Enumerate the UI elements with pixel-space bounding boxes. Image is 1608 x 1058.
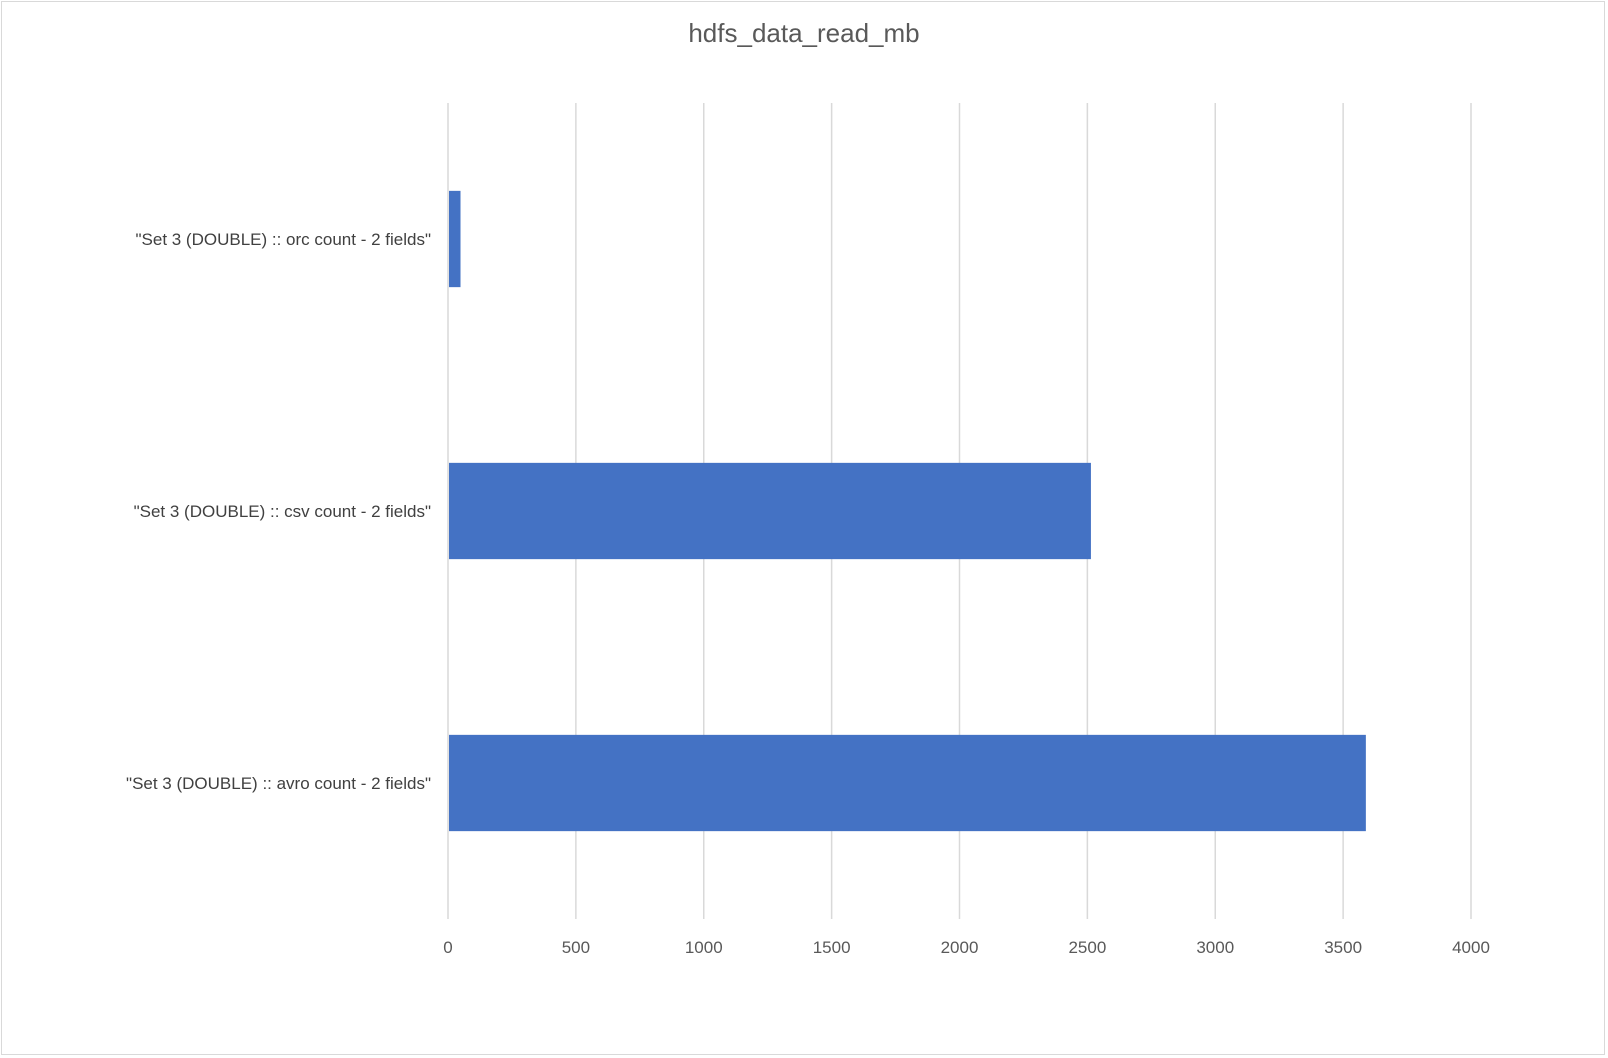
x-tick-label: 500 — [562, 938, 590, 957]
bar — [449, 734, 1366, 832]
x-tick-label: 0 — [443, 938, 452, 957]
category-label: "Set 3 (DOUBLE) :: csv count - 2 fields" — [134, 502, 431, 521]
category-label: "Set 3 (DOUBLE) :: avro count - 2 fields… — [126, 774, 431, 793]
x-tick-label: 3000 — [1196, 938, 1234, 957]
x-tick-label: 1500 — [813, 938, 851, 957]
category-label: "Set 3 (DOUBLE) :: orc count - 2 fields" — [135, 230, 431, 249]
x-tick-label: 4000 — [1452, 938, 1490, 957]
x-tick-label: 1000 — [685, 938, 723, 957]
x-tick-label: 2500 — [1068, 938, 1106, 957]
bars — [449, 190, 1366, 832]
category-labels: "Set 3 (DOUBLE) :: orc count - 2 fields"… — [126, 230, 431, 793]
x-tick-label: 2000 — [941, 938, 979, 957]
x-tick-label: 3500 — [1324, 938, 1362, 957]
bar — [449, 462, 1091, 560]
bar — [449, 190, 461, 288]
chart-title: hdfs_data_read_mb — [688, 18, 920, 48]
x-axis-ticks: 0 500 1000 1500 2000 2500 3000 3500 4000 — [443, 938, 1490, 957]
